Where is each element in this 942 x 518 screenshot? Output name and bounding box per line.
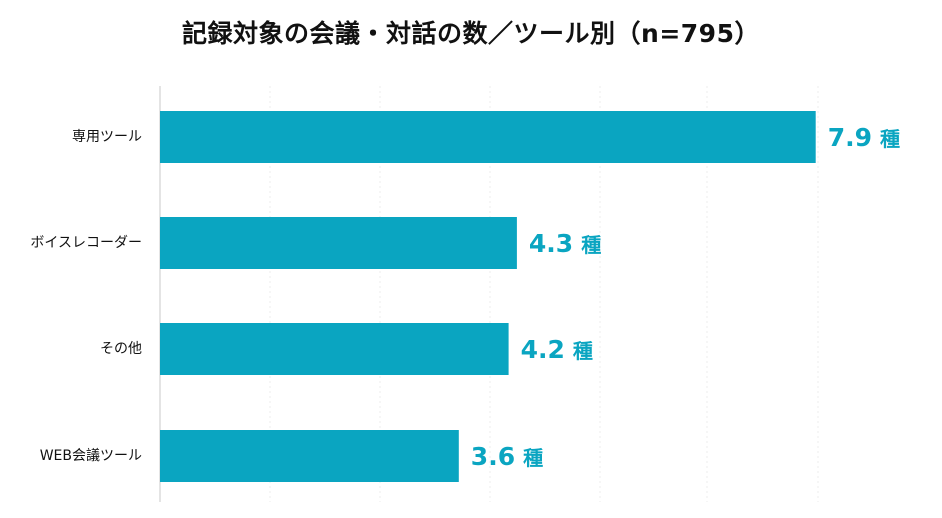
value-label-3: 4.2 種 — [521, 335, 593, 364]
bar-3 — [160, 323, 509, 375]
bar-4 — [160, 430, 459, 482]
value-label-2: 4.3 種 — [529, 229, 601, 258]
bar-1 — [160, 111, 816, 163]
value-unit-1: 種 — [880, 127, 900, 151]
value-unit-2: 種 — [581, 233, 601, 257]
bars — [160, 111, 816, 482]
value-label-4: 3.6 種 — [471, 442, 543, 471]
value-label-1: 7.9 種 — [828, 123, 900, 152]
bar-2 — [160, 217, 517, 269]
chart-title: 記録対象の会議・対話の数／ツール別（n=795） — [182, 19, 760, 48]
category-label-2: ボイスレコーダー — [30, 235, 142, 251]
category-label-4: WEB会議ツール — [40, 447, 142, 464]
value-number-2: 4.3 — [529, 229, 573, 258]
category-label-1: 専用ツール — [72, 129, 142, 145]
value-number-4: 3.6 — [471, 442, 515, 471]
value-unit-3: 種 — [573, 339, 593, 363]
value-unit-4: 種 — [523, 446, 543, 470]
category-label-3: その他 — [100, 341, 142, 357]
value-labels: 7.9 種 4.3 種 4.2 種 3.6 種 — [471, 123, 900, 471]
value-number-3: 4.2 — [521, 335, 565, 364]
value-number-1: 7.9 — [828, 123, 872, 152]
